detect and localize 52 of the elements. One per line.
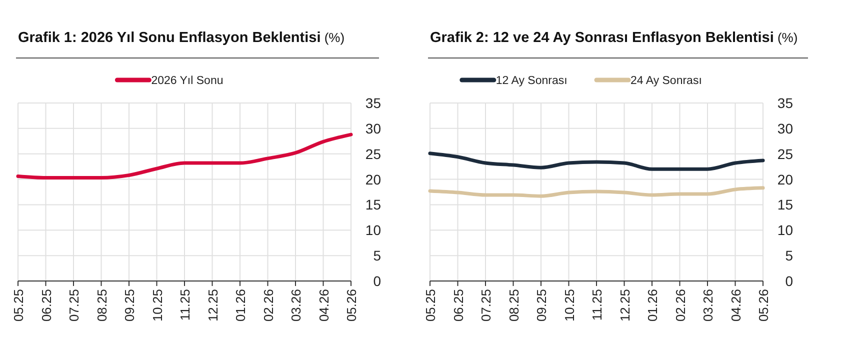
y-tick-label: 20 (365, 171, 382, 188)
y-tick-label: 0 (785, 273, 794, 289)
y-tick-label: 35 (365, 95, 382, 111)
legend-label: 2026 Yıl Sonu (151, 75, 224, 87)
y-tick-label: 15 (365, 196, 382, 213)
x-tick-label: 04.26 (316, 289, 332, 322)
x-tick-label: 07.25 (66, 289, 82, 322)
y-tick-label: 10 (777, 222, 794, 238)
x-tick-label: 09.25 (122, 289, 137, 322)
chart-subtitle: (%) (320, 30, 345, 45)
legend-label: 24 Ay Sonrası (630, 75, 702, 87)
x-tick-label: 05.25 (11, 289, 26, 322)
y-tick-label: 10 (365, 222, 382, 238)
x-tick-label: 01.26 (645, 289, 660, 322)
chart-subtitle: (%) (774, 30, 798, 45)
x-tick-label: 01.26 (233, 289, 248, 322)
line-series (16, 132, 353, 180)
x-tick-label: 03.26 (700, 289, 716, 322)
x-tick-label: 05.26 (344, 289, 359, 322)
x-tick-label: 10.25 (562, 289, 577, 322)
x-tick-label: 04.26 (728, 289, 744, 322)
chart-title: Grafik 2: 12 ve 24 Ay Sonrası Enflasyon Beklentisi (430, 30, 774, 46)
y-tick-label: 5 (373, 248, 382, 264)
x-tick-label: 03.26 (288, 289, 304, 322)
x-tick-label: 06.25 (38, 289, 54, 322)
y-tick-label: 15 (777, 196, 794, 213)
x-tick-label: 08.25 (94, 289, 110, 322)
x-tick-label: 12.25 (205, 289, 220, 322)
x-tick-label: 06.25 (450, 289, 466, 322)
x-tick-label: 08.25 (506, 289, 522, 322)
line-series (428, 186, 765, 198)
y-tick-label: 30 (365, 120, 382, 136)
x-tick-label: 11.25 (178, 289, 192, 321)
x-tick-label: 02.26 (260, 289, 276, 322)
legend-label: 12 Ay Sonrası (496, 75, 568, 87)
x-tick-label: 10.25 (150, 289, 165, 322)
x-tick-label: 05.25 (423, 289, 438, 322)
y-tick-label: 35 (777, 95, 794, 111)
y-tick-label: 5 (785, 248, 794, 264)
x-tick-label: 09.25 (534, 289, 549, 322)
y-tick-label: 25 (365, 146, 382, 162)
y-tick-label: 25 (777, 146, 794, 162)
x-tick-label: 07.25 (478, 289, 494, 322)
y-tick-label: 0 (373, 273, 382, 289)
chart-title: Grafik 1: 2026 Yıl Sonu Enflasyon Beklentisi (18, 30, 321, 46)
y-tick-label: 20 (777, 171, 794, 188)
line-series (428, 152, 765, 171)
x-tick-label: 12.25 (617, 289, 632, 322)
x-tick-label: 02.26 (672, 289, 688, 322)
x-tick-label: 11.25 (590, 289, 604, 321)
x-tick-label: 05.26 (756, 289, 771, 322)
y-tick-label: 30 (777, 120, 794, 136)
